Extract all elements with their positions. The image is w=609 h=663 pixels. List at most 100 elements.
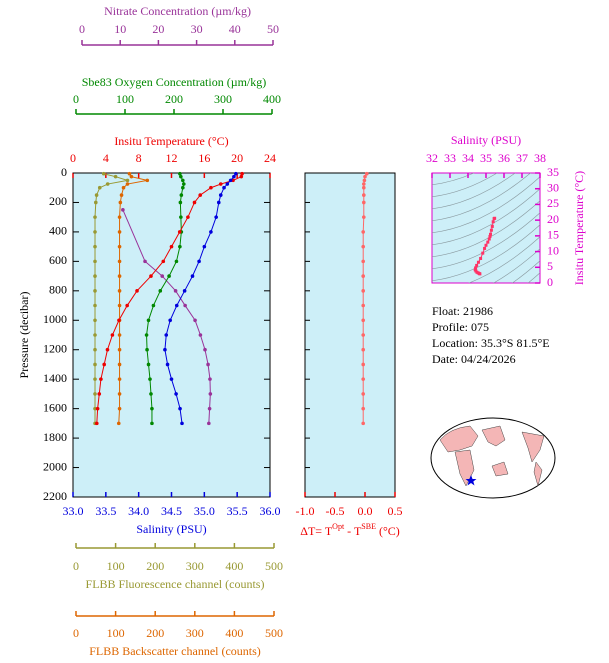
y-tick-label: 1600 <box>43 400 67 414</box>
x-tick-label: 30 <box>191 22 203 36</box>
x-tick-label: 0 <box>70 151 76 165</box>
profile-point <box>93 362 97 367</box>
ts-point <box>492 217 496 221</box>
profile-point <box>207 406 212 411</box>
x-tick-label: 100 <box>107 559 125 573</box>
ts-x-title: Salinity (PSU) <box>451 133 521 147</box>
x-tick-label: 0.0 <box>358 504 373 518</box>
profile-point <box>361 230 366 234</box>
continent <box>533 461 543 487</box>
profile-point <box>203 347 207 352</box>
label-part: - T <box>344 524 362 538</box>
x-tick-label: 34.0 <box>128 504 149 518</box>
profile-point <box>150 406 154 411</box>
profile-point <box>121 185 126 190</box>
profile-plot-area <box>72 172 271 498</box>
profile-point <box>178 244 182 249</box>
float-location <box>465 475 477 486</box>
x-tick-label: 34 <box>462 151 474 165</box>
profile-point <box>361 289 366 293</box>
x-axis-title: Sbe83 Oxygen Concentration (µm/kg) <box>82 75 267 89</box>
x-tick-label: 500 <box>265 626 283 640</box>
profile-point <box>117 392 122 396</box>
profile-point <box>117 274 122 278</box>
x-tick-label: 400 <box>225 559 243 573</box>
ts-point <box>484 243 488 247</box>
isopycnal <box>432 200 540 258</box>
profile-point <box>151 303 156 308</box>
profile-point <box>116 421 121 426</box>
profile-point <box>118 200 123 205</box>
x-tick-label: 300 <box>186 559 204 573</box>
profile-point <box>117 230 122 234</box>
x-tick-label: 100 <box>107 626 125 640</box>
label-part: (°C) <box>376 524 400 538</box>
label-part: ΔT= T <box>300 524 333 538</box>
x-tick-label: 36 <box>498 151 510 165</box>
profile-line <box>146 173 185 424</box>
profile-point <box>174 303 179 308</box>
x-tick-label: 33 <box>444 151 456 165</box>
profile-point <box>101 171 106 176</box>
profile-point <box>228 178 233 183</box>
profile-point <box>125 303 129 308</box>
ts-point <box>474 266 478 270</box>
isopycnal <box>430 55 542 113</box>
x-tick-label: 8 <box>136 151 142 165</box>
profile-point <box>99 377 103 381</box>
profile-point <box>145 178 150 183</box>
profile-point <box>362 193 366 197</box>
info-profile: Profile: 075 <box>432 320 489 334</box>
profile-point <box>95 406 100 411</box>
y-tick-label: 200 <box>49 194 67 208</box>
x-tick-label: 37 <box>516 151 528 165</box>
profile-point <box>361 377 366 381</box>
profile-point <box>362 200 366 205</box>
profile-point <box>117 303 122 308</box>
profile-point <box>117 318 121 323</box>
profile-point <box>186 215 190 219</box>
ts-point <box>491 220 495 224</box>
profile-point <box>180 421 184 426</box>
profile-point <box>97 392 102 396</box>
y-tick-label: 30 <box>547 180 559 194</box>
continent <box>439 425 479 453</box>
x-tick-label: 300 <box>186 626 204 640</box>
ts-point <box>487 237 491 241</box>
profile-point <box>209 230 213 234</box>
ts-point <box>489 232 492 236</box>
profile-point <box>214 215 218 219</box>
ts-point <box>488 234 492 238</box>
profile-point <box>105 347 110 352</box>
x-tick-label: 20 <box>231 151 243 165</box>
profile-point <box>105 182 110 186</box>
ts-y-title: Insitu Temperature (°C) <box>572 171 586 285</box>
x-tick-label: 33.5 <box>95 504 116 518</box>
profile-point <box>361 274 366 278</box>
profile-point <box>150 421 154 426</box>
profile-point <box>113 174 118 179</box>
profile-point <box>177 230 182 234</box>
profile-point <box>125 182 130 186</box>
profile-point <box>160 274 165 278</box>
profile-point <box>161 259 166 264</box>
profile-point <box>168 318 172 323</box>
isopycnal <box>432 173 475 186</box>
ts-point <box>475 263 479 267</box>
profile-point <box>197 259 201 264</box>
y-tick-label: 800 <box>49 283 67 297</box>
y-tick-label: 10 <box>547 243 559 257</box>
profile-point <box>117 333 122 337</box>
profile-point <box>146 318 151 323</box>
profile-point <box>362 182 366 186</box>
profile-line <box>362 173 368 424</box>
profile-point <box>361 406 366 411</box>
profile-point <box>218 182 223 186</box>
profile-point <box>121 208 125 212</box>
isopycnal <box>432 188 540 246</box>
x-tick-label: 35.5 <box>227 504 248 518</box>
ts-point <box>490 224 494 228</box>
profile-point <box>181 178 185 183</box>
ts-point <box>479 256 483 260</box>
